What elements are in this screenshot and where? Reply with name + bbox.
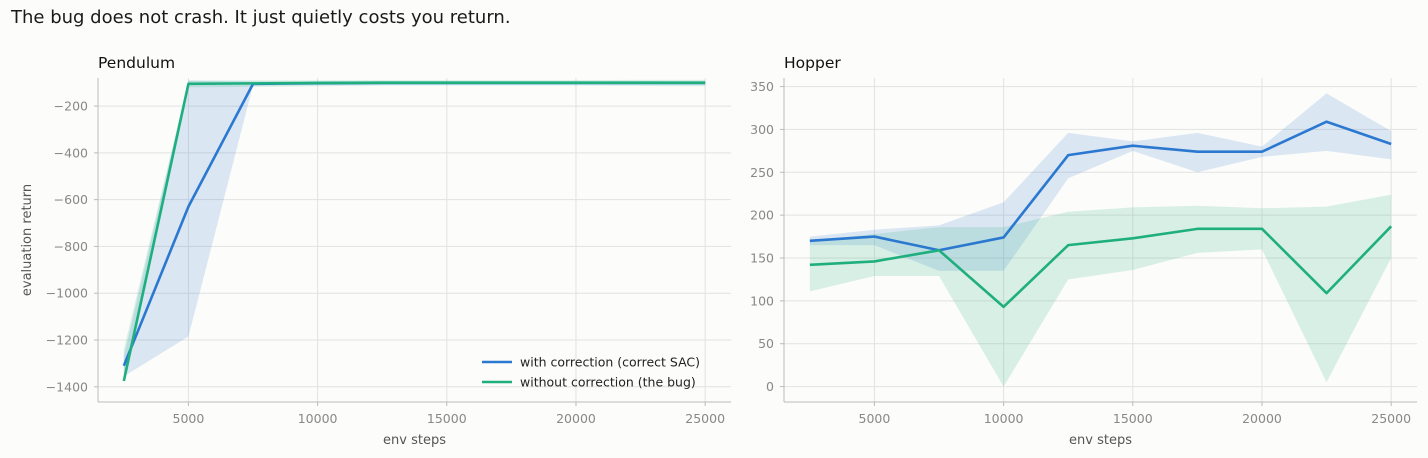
series-1-confidence-band xyxy=(809,194,1392,387)
x-tick-label: 10000 xyxy=(984,411,1024,426)
y-tick-label: −600 xyxy=(54,192,88,207)
y-tick-label: −400 xyxy=(54,145,88,160)
y-tick-label: −1400 xyxy=(46,379,88,394)
series-1-line xyxy=(122,81,706,382)
panel-title: Hopper xyxy=(784,54,841,72)
series-0-confidence-band xyxy=(809,93,1392,271)
y-axis-label: evaluation return xyxy=(20,184,35,296)
figure-title: The bug does not crash. It just quietly … xyxy=(11,7,511,28)
x-tick-label: 20000 xyxy=(556,411,596,426)
y-tick-label: 100 xyxy=(750,293,774,308)
y-tick-label: 350 xyxy=(750,79,774,94)
y-tick-label: −200 xyxy=(54,99,88,114)
x-axis-label: env steps xyxy=(1069,433,1132,448)
y-tick-label: −1000 xyxy=(46,286,88,301)
y-tick-label: 150 xyxy=(750,251,774,266)
x-tick-label: 15000 xyxy=(427,411,467,426)
series-0-line xyxy=(809,120,1392,252)
panel-title: Pendulum xyxy=(98,54,175,72)
legend-label-0: with correction (correct SAC) xyxy=(520,355,700,370)
x-tick-label: 5000 xyxy=(859,411,891,426)
y-tick-label: 0 xyxy=(766,379,774,394)
y-tick-label: 50 xyxy=(758,336,774,351)
y-tick-label: −800 xyxy=(54,239,88,254)
y-tick-label: −1200 xyxy=(46,333,88,348)
series-0-confidence-band xyxy=(123,80,706,377)
y-tick-label: 300 xyxy=(750,122,774,137)
panel-pendulum: 5000 10000 15000 20000 25000 −200 −400 −600 −800… xyxy=(20,54,731,448)
x-tick-label: 25000 xyxy=(685,411,725,426)
series-1-line xyxy=(809,225,1393,309)
x-tick-label: 5000 xyxy=(173,411,205,426)
x-tick-label: 15000 xyxy=(1113,411,1153,426)
y-tick-label: 200 xyxy=(750,208,774,223)
x-axis-label: env steps xyxy=(383,433,446,448)
legend-label-1: without correction (the bug) xyxy=(520,375,696,390)
x-tick-label: 10000 xyxy=(298,411,338,426)
y-tick-label: 250 xyxy=(750,165,774,180)
x-tick-label: 20000 xyxy=(1242,411,1282,426)
panel-hopper: 5000 10000 15000 20000 25000 0 50 100 150 200 250 3… xyxy=(750,54,1417,448)
x-tick-label: 25000 xyxy=(1371,411,1411,426)
